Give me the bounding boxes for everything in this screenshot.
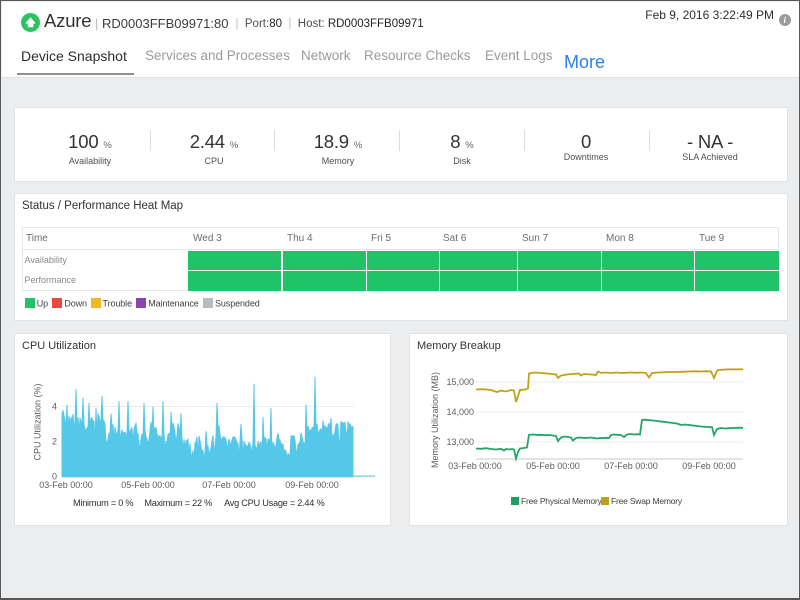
svg-text:14,000: 14,000 (446, 407, 474, 417)
svg-text:Memory Utilization (MB): Memory Utilization (MB) (430, 372, 440, 468)
svg-text:2: 2 (52, 437, 57, 447)
svg-text:4: 4 (52, 402, 57, 412)
svg-text:13,000: 13,000 (446, 437, 474, 447)
svg-text:0: 0 (52, 472, 57, 482)
svg-text:15,000: 15,000 (446, 377, 474, 387)
svg-text:CPU Utilization (%): CPU Utilization (%) (33, 383, 43, 460)
